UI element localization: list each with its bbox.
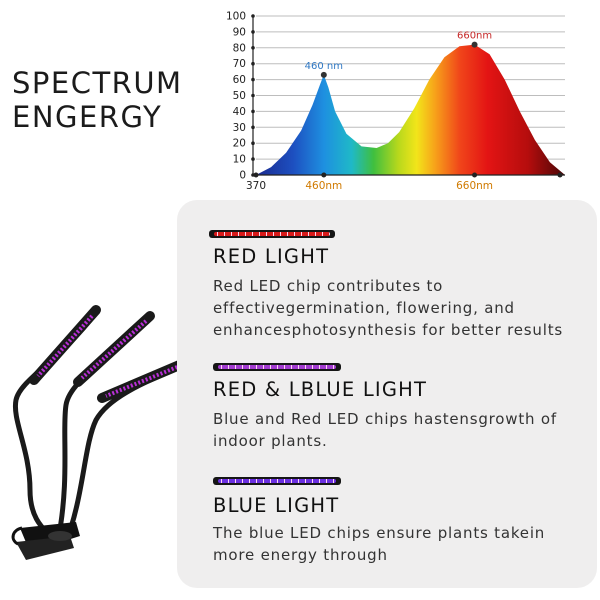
red-blue-light-heading: RED & LBLUE LIGHT — [213, 378, 428, 401]
blue-light-heading: BLUE LIGHT — [213, 494, 340, 517]
y-tick-label: 90 — [233, 26, 246, 38]
x-tick-label: 660nm — [456, 180, 493, 192]
y-tick-label: 30 — [233, 122, 246, 134]
lamp-clip — [11, 522, 80, 560]
red-blue-light-desc-line: Blue and Red LED chips hastensgrowth of — [213, 410, 557, 428]
spectrum-heading-line1: SPECTRUM — [12, 66, 183, 100]
red-light-desc: Red LED chip contributes to effectiveger… — [213, 275, 563, 341]
x-tick-mark — [253, 172, 259, 178]
chart-axes — [251, 14, 565, 178]
x-tick-mark — [472, 172, 478, 178]
red-light-bar — [209, 230, 335, 238]
red-light-desc-line: enhancesphotosynthesis for better result… — [213, 321, 563, 339]
chart-labels: 0 10 20 30 40 50 60 70 80 90 100 370 460nm 660nm 460 n… — [226, 11, 493, 193]
lamp-bar-left — [29, 305, 101, 385]
peak-label: 460 nm — [305, 61, 343, 72]
y-tick-label: 0 — [239, 170, 246, 182]
spectrum-heading: SPECTRUM ENGERGY — [12, 66, 183, 134]
red-light-strip — [214, 232, 330, 236]
peak-label: 660nm — [457, 31, 492, 42]
spectrum-heading-line2: ENGERGY — [12, 100, 163, 134]
red-blue-light-strip — [218, 365, 336, 369]
spectrum-area — [256, 44, 565, 175]
y-tick-label: 20 — [233, 138, 246, 150]
red-light-heading: RED LIGHT — [213, 245, 330, 268]
spectrum-chart: 0 10 20 30 40 50 60 70 80 90 100 370 460nm 660nm 460 n… — [226, 11, 565, 193]
x-tick-label: 370 — [246, 180, 266, 192]
peak-marker — [471, 41, 478, 48]
blue-light-desc: The blue LED chips ensure plants takein … — [213, 522, 545, 566]
y-tick-label: 10 — [233, 154, 246, 166]
red-blue-light-desc: Blue and Red LED chips hastensgrowth of … — [213, 408, 557, 452]
y-tick-label: 50 — [233, 90, 246, 102]
red-blue-light-desc-line: indoor plants. — [213, 432, 328, 450]
red-light-desc-line: effectivegermination, flowering, and — [213, 299, 515, 317]
x-tick-label: 460nm — [305, 180, 342, 192]
x-axis-end-mark — [557, 172, 563, 178]
red-light-desc-line: Red LED chip contributes to — [213, 277, 444, 295]
y-tick-label: 100 — [226, 11, 246, 23]
red-blue-light-bar — [213, 363, 341, 371]
y-tick-label: 40 — [233, 106, 246, 118]
y-tick-label: 70 — [233, 58, 246, 70]
blue-light-strip — [218, 479, 336, 483]
blue-light-bar — [213, 477, 341, 485]
y-tick-label: 80 — [233, 42, 246, 54]
lamp-bar-middle — [73, 311, 155, 387]
x-tick-mark — [321, 172, 327, 178]
peak-marker — [320, 71, 327, 78]
grow-lamp-illustration — [11, 305, 200, 560]
blue-light-desc-line: The blue LED chips ensure plants takein — [213, 524, 546, 542]
y-tick-label: 60 — [233, 74, 246, 86]
blue-light-desc-line: more energy through — [213, 546, 388, 564]
info-panel: RED LIGHT Red LED chip contributes to ef… — [177, 200, 597, 588]
